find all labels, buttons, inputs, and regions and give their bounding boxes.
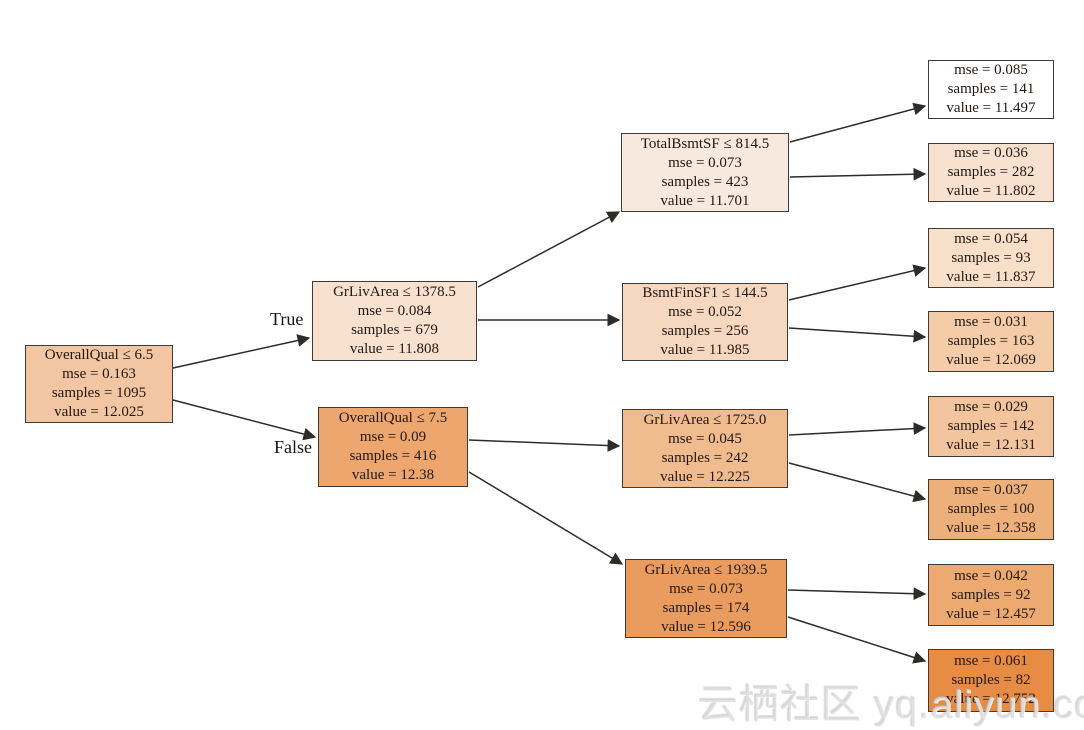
node-value: value = 11.802 (946, 183, 1036, 199)
node-samples: samples = 256 (661, 323, 749, 339)
tree-leaf-3: mse = 0.054 samples = 93 value = 11.837 (928, 228, 1054, 288)
node-mse: mse = 0.085 (954, 62, 1028, 78)
node-value: value = 12.131 (946, 437, 1036, 453)
edge-bsmtfinsf1-leaf3 (788, 264, 927, 301)
node-mse: mse = 0.031 (954, 314, 1028, 330)
tree-leaf-1: mse = 0.085 samples = 141 value = 11.497 (928, 60, 1054, 119)
edge-false-grliv1939 (468, 471, 624, 565)
node-value: value = 12.38 (351, 467, 435, 483)
node-value: value = 11.985 (660, 342, 750, 358)
node-mse: mse = 0.036 (954, 145, 1028, 161)
tree-leaf-7: mse = 0.042 samples = 92 value = 12.457 (928, 564, 1054, 626)
node-value: value = 11.497 (946, 100, 1036, 116)
node-value: value = 12.752 (946, 691, 1036, 707)
node-samples: samples = 93 (951, 249, 1031, 266)
node-mse: mse = 0.029 (954, 399, 1028, 415)
tree-node-grlivarea-1725: GrLivArea ≤ 1725.0 mse = 0.045 samples =… (622, 409, 788, 488)
node-samples: samples = 423 (661, 173, 749, 190)
node-mse: mse = 0.084 (357, 303, 432, 319)
node-samples: samples = 679 (351, 322, 438, 338)
tree-node-grlivarea-1939: GrLivArea ≤ 1939.5 mse = 0.073 samples =… (625, 559, 787, 638)
node-samples: samples = 92 (951, 586, 1031, 603)
node-condition: OverallQual ≤ 6.5 (44, 347, 154, 363)
node-samples: samples = 142 (947, 418, 1035, 434)
node-value: value = 12.069 (946, 352, 1036, 368)
tree-leaf-2: mse = 0.036 samples = 282 value = 11.802 (928, 143, 1054, 202)
node-samples: samples = 163 (947, 333, 1035, 349)
node-condition: TotalBsmtSF ≤ 814.5 (640, 135, 770, 152)
edge-bsmtfinsf1-leaf4 (788, 327, 927, 343)
edge-grliv1725-leaf6 (788, 462, 927, 503)
node-samples: samples = 141 (947, 81, 1035, 97)
node-value: value = 12.225 (660, 468, 750, 485)
edge-root-true (172, 334, 311, 369)
node-value: value = 11.808 (349, 341, 440, 357)
edge-root-false (172, 399, 317, 441)
node-mse: mse = 0.042 (954, 567, 1028, 584)
node-mse: mse = 0.09 (359, 429, 427, 445)
node-mse: mse = 0.054 (954, 230, 1028, 247)
edge-true-totalbsmtsf (477, 211, 621, 288)
node-samples: samples = 282 (947, 164, 1035, 180)
edge-grliv1939-leaf8 (787, 616, 927, 664)
node-mse: mse = 0.163 (62, 366, 136, 382)
node-samples: samples = 1095 (51, 385, 147, 401)
edge-totalbsmtsf-leaf2 (789, 167, 927, 181)
node-mse: mse = 0.037 (954, 482, 1028, 498)
edge-grliv1939-leaf7 (787, 587, 927, 601)
tree-node-totalbsmtsf: TotalBsmtSF ≤ 814.5 mse = 0.073 samples … (621, 133, 789, 212)
tree-leaf-5: mse = 0.029 samples = 142 value = 12.131 (928, 396, 1054, 457)
node-mse: mse = 0.052 (668, 304, 742, 320)
tree-leaf-8: mse = 0.061 samples = 82 value = 12.752 (928, 649, 1054, 712)
node-value: value = 12.596 (661, 618, 751, 635)
node-samples: samples = 82 (951, 672, 1031, 688)
node-value: value = 12.358 (946, 520, 1036, 536)
node-condition: GrLivArea ≤ 1725.0 (643, 411, 767, 428)
tree-leaf-6: mse = 0.037 samples = 100 value = 12.358 (928, 479, 1054, 540)
tree-node-overallqual-7-5: OverallQual ≤ 7.5 mse = 0.09 samples = 4… (318, 407, 468, 487)
tree-node-grlivarea-1378: GrLivArea ≤ 1378.5 mse = 0.084 samples =… (312, 281, 477, 361)
node-condition: OverallQual ≤ 7.5 (338, 410, 448, 426)
node-mse: mse = 0.061 (954, 653, 1028, 669)
node-value: value = 11.837 (946, 268, 1036, 285)
node-value: value = 11.701 (660, 192, 750, 209)
watermark: 云栖社区 yq.aliyun.com (698, 683, 1084, 727)
node-mse: mse = 0.073 (669, 580, 743, 597)
node-condition: GrLivArea ≤ 1939.5 (644, 561, 768, 578)
node-condition: BsmtFinSF1 ≤ 144.5 (642, 285, 768, 301)
node-value: value = 12.025 (54, 404, 144, 420)
edge-label-false: False (274, 437, 312, 457)
node-samples: samples = 174 (662, 599, 750, 616)
node-mse: mse = 0.045 (668, 430, 742, 447)
edge-totalbsmtsf-leaf1 (789, 102, 927, 143)
tree-node-root: OverallQual ≤ 6.5 mse = 0.163 samples = … (25, 345, 173, 423)
node-condition: GrLivArea ≤ 1378.5 (333, 284, 456, 300)
node-samples: samples = 242 (661, 449, 749, 466)
node-mse: mse = 0.073 (668, 154, 742, 171)
edge-grliv1725-leaf5 (788, 422, 927, 436)
tree-leaf-4: mse = 0.031 samples = 163 value = 12.069 (928, 311, 1054, 372)
edge-false-grliv1725 (468, 439, 621, 452)
node-samples: samples = 100 (947, 501, 1035, 517)
node-value: value = 12.457 (946, 605, 1036, 622)
tree-node-bsmtfinsf1: BsmtFinSF1 ≤ 144.5 mse = 0.052 samples =… (622, 283, 788, 361)
edge-label-true: True (270, 309, 304, 329)
node-samples: samples = 416 (349, 448, 437, 464)
